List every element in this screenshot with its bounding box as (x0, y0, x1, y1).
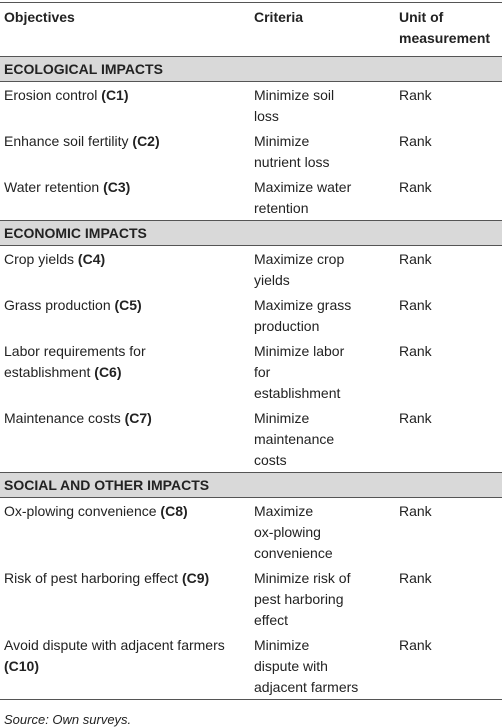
criteria-line: adjacent farmers (254, 679, 359, 695)
source-note: Source: Own surveys. (4, 712, 132, 727)
criteria-line: nutrient loss (254, 154, 330, 170)
section-row: ECONOMIC IMPACTS (0, 220, 502, 246)
criteria-cell: Minimize maintenance costs (250, 405, 395, 473)
objective-cell: Risk of pest harboring effect (C9) (0, 565, 250, 632)
criteria-line: establishment (254, 385, 341, 401)
unit-cell: Rank (399, 87, 432, 103)
criteria-line: retention (254, 200, 309, 216)
criteria-cell: Maximize crop yields (250, 246, 395, 293)
objective: Maintenance costs (4, 410, 121, 426)
objective: Ox-plowing convenience (4, 503, 157, 519)
criteria-line: dispute with (254, 658, 328, 674)
objective-cell: Erosion control (C1) (0, 82, 250, 129)
objective-cell: Avoid dispute with adjacent farmers (C10… (0, 632, 250, 700)
criteria-line: production (254, 318, 320, 334)
objective: Erosion control (4, 87, 98, 103)
criteria-cell: Minimize dispute with adjacent farmers (250, 632, 395, 700)
criteria-line: ox-plowing (254, 524, 321, 540)
section-row: ECOLOGICAL IMPACTS (0, 56, 502, 82)
data-row: Risk of pest harboring effect (C9) Minimi… (0, 565, 502, 632)
objective-cell: Maintenance costs (C7) (0, 405, 250, 473)
data-row: Maintenance costs (C7) Minimize maintenanc… (0, 405, 502, 473)
criteria-cell: Maximize ox-plowing convenience (250, 498, 395, 566)
criterion-code: (C2) (132, 133, 160, 149)
data-row: Enhance soil fertility (C2) Minimize nutri… (0, 128, 502, 174)
data-row: Erosion control (C1) Minimize soil loss Ran… (0, 82, 502, 129)
objective-cell: Labor requirements for establishment (C6… (0, 338, 250, 405)
data-row: Ox-plowing convenience (C8) Maximize ox-pl… (0, 498, 502, 566)
section-title: SOCIAL AND OTHER IMPACTS (0, 472, 502, 498)
criteria-line: Maximize grass (254, 297, 352, 313)
criteria-line: Maximize (254, 503, 314, 519)
unit-cell: Rank (399, 503, 432, 519)
section-row: SOCIAL AND OTHER IMPACTS (0, 472, 502, 498)
unit-cell: Rank (399, 410, 432, 426)
objective: Enhance soil fertility (4, 133, 129, 149)
criteria-line: costs (254, 452, 287, 468)
unit-cell: Rank (399, 179, 432, 195)
objective-cell: Ox-plowing convenience (C8) (0, 498, 250, 566)
criteria-line: Minimize (254, 410, 310, 426)
criteria-cell: Maximize grass production (250, 292, 395, 338)
objective-cell: Enhance soil fertility (C2) (0, 128, 250, 174)
unit-cell: Rank (399, 133, 432, 149)
objective: Avoid dispute with adjacent farmers (4, 637, 225, 653)
criteria-cell: Minimize soil loss (250, 82, 395, 129)
table: Objectives Criteria Unit of measurement … (0, 2, 502, 700)
criterion-code: (C8) (160, 503, 188, 519)
criteria-line: convenience (254, 545, 333, 561)
objective-cell: Crop yields (C4) (0, 246, 250, 293)
data-row: Crop yields (C4) Maximize crop yields Rank (0, 246, 502, 293)
section-title: ECONOMIC IMPACTS (0, 220, 502, 246)
criteria-line: Minimize labor (254, 343, 345, 359)
data-row: Avoid dispute with adjacent farmers (C10… (0, 632, 502, 700)
criteria-cell: Minimize labor for establishment (250, 338, 395, 405)
criteria-cell: Maximize water retention (250, 174, 395, 221)
criteria-line: pest harboring (254, 591, 344, 607)
criterion-code: (C9) (181, 570, 210, 586)
objective: Risk of pest harboring effect (4, 570, 179, 586)
objective: Labor requirements for establishment (4, 343, 146, 380)
criterion-code: (C3) (103, 179, 131, 195)
criteria-cell: Minimize risk of pest harboring effect (250, 565, 395, 632)
objective: Grass production (4, 297, 111, 313)
objective-cell: Grass production (C5) (0, 292, 250, 338)
unit-cell: Rank (399, 297, 432, 313)
objective: Water retention (4, 179, 100, 195)
criteria-line: yields (254, 272, 290, 288)
criteria-line: Maximize crop (254, 251, 345, 267)
criterion-code: (C5) (114, 297, 142, 313)
criterion-code: (C6) (94, 364, 122, 380)
criteria-line: Minimize soil (254, 87, 335, 103)
criteria-line: effect (254, 612, 288, 628)
unit-cell: Rank (399, 570, 432, 586)
criteria-line: Minimize (254, 133, 310, 149)
objective-cell: Water retention (C3) (0, 174, 250, 221)
header-cell: Objectives (4, 9, 75, 25)
unit-cell: Rank (399, 343, 432, 359)
data-row: Water retention (C3) Maximize water retent… (0, 174, 502, 221)
criteria-line: loss (254, 108, 279, 124)
criteria-line: Maximize water (254, 179, 352, 195)
criterion-code: (C7) (124, 410, 152, 426)
criterion-code: (C4) (77, 251, 106, 267)
objective: Crop yields (4, 251, 75, 267)
criteria-line: Minimize (254, 637, 310, 653)
unit-cell: Rank (395, 632, 502, 700)
header-row: Objectives Criteria Unit of measurement (0, 2, 502, 57)
criterion-code: (C10) (4, 658, 40, 674)
criteria-line: for (254, 364, 271, 380)
section-title: ECOLOGICAL IMPACTS (0, 56, 502, 82)
header-cell: Unit of measurement (399, 9, 491, 46)
data-row: Labor requirements for establishment (C6… (0, 338, 502, 405)
header-cell: Criteria (254, 9, 304, 25)
criteria-line: maintenance (254, 431, 335, 447)
data-row: Grass production (C5) Maximize grass produ… (0, 292, 502, 338)
criterion-code: (C1) (101, 87, 129, 103)
table-body: ECOLOGICAL IMPACTS Erosion control (C1) Mi… (0, 56, 502, 700)
criteria-line: Minimize risk of (254, 570, 351, 586)
criteria-cell: Minimize nutrient loss (250, 128, 395, 174)
unit-cell: Rank (399, 251, 432, 267)
